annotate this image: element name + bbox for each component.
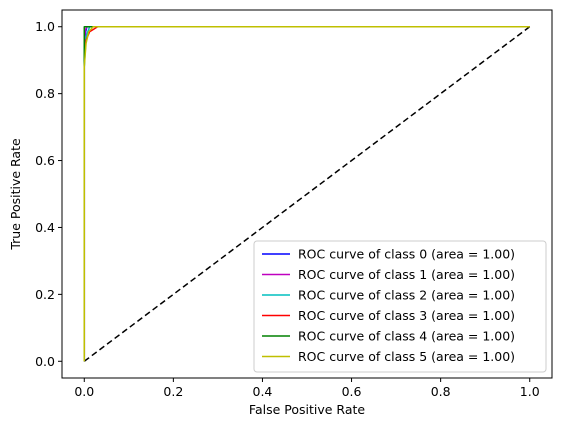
x-tick-label: 0.0 (74, 384, 94, 399)
x-tick-label: 0.6 (342, 384, 362, 399)
x-tick-label: 0.4 (253, 384, 273, 399)
legend: ROC curve of class 0 (area = 1.00) ROC cu… (253, 240, 547, 373)
y-tick-label: 0.0 (35, 354, 55, 369)
y-tick-label: 0.8 (35, 86, 55, 101)
y-tick-label: 0.6 (35, 153, 55, 168)
x-tick-label: 1.0 (520, 384, 540, 399)
legend-entry: ROC curve of class 4 (area = 1.00) (298, 329, 515, 344)
legend-entry: ROC curve of class 3 (area = 1.00) (298, 308, 515, 323)
y-axis: 0.0 0.2 0.4 0.6 0.8 1.0 (35, 19, 62, 369)
axes-frame (61, 9, 553, 379)
y-tick-label: 0.4 (35, 220, 55, 235)
plot-area (83, 25, 531, 362)
y-axis-label: True Positive Rate (8, 138, 23, 251)
legend-box (253, 240, 547, 373)
x-tick-label: 0.2 (163, 384, 183, 399)
x-tick-label: 0.8 (431, 384, 451, 399)
legend-entry: ROC curve of class 0 (area = 1.00) (298, 247, 515, 262)
x-axis: 0.0 0.2 0.4 0.6 0.8 1.0 (74, 378, 540, 399)
chance-diagonal-line (83, 26, 531, 362)
legend-entry: ROC curve of class 1 (area = 1.00) (298, 267, 515, 282)
y-tick-label: 1.0 (35, 19, 55, 34)
roc-curve-class-5 (83, 25, 530, 362)
legend-entry: ROC curve of class 2 (area = 1.00) (298, 288, 515, 303)
legend-entry: ROC curve of class 5 (area = 1.00) (298, 349, 515, 364)
y-tick-label: 0.2 (35, 287, 55, 302)
x-axis-label: False Positive Rate (249, 402, 365, 417)
